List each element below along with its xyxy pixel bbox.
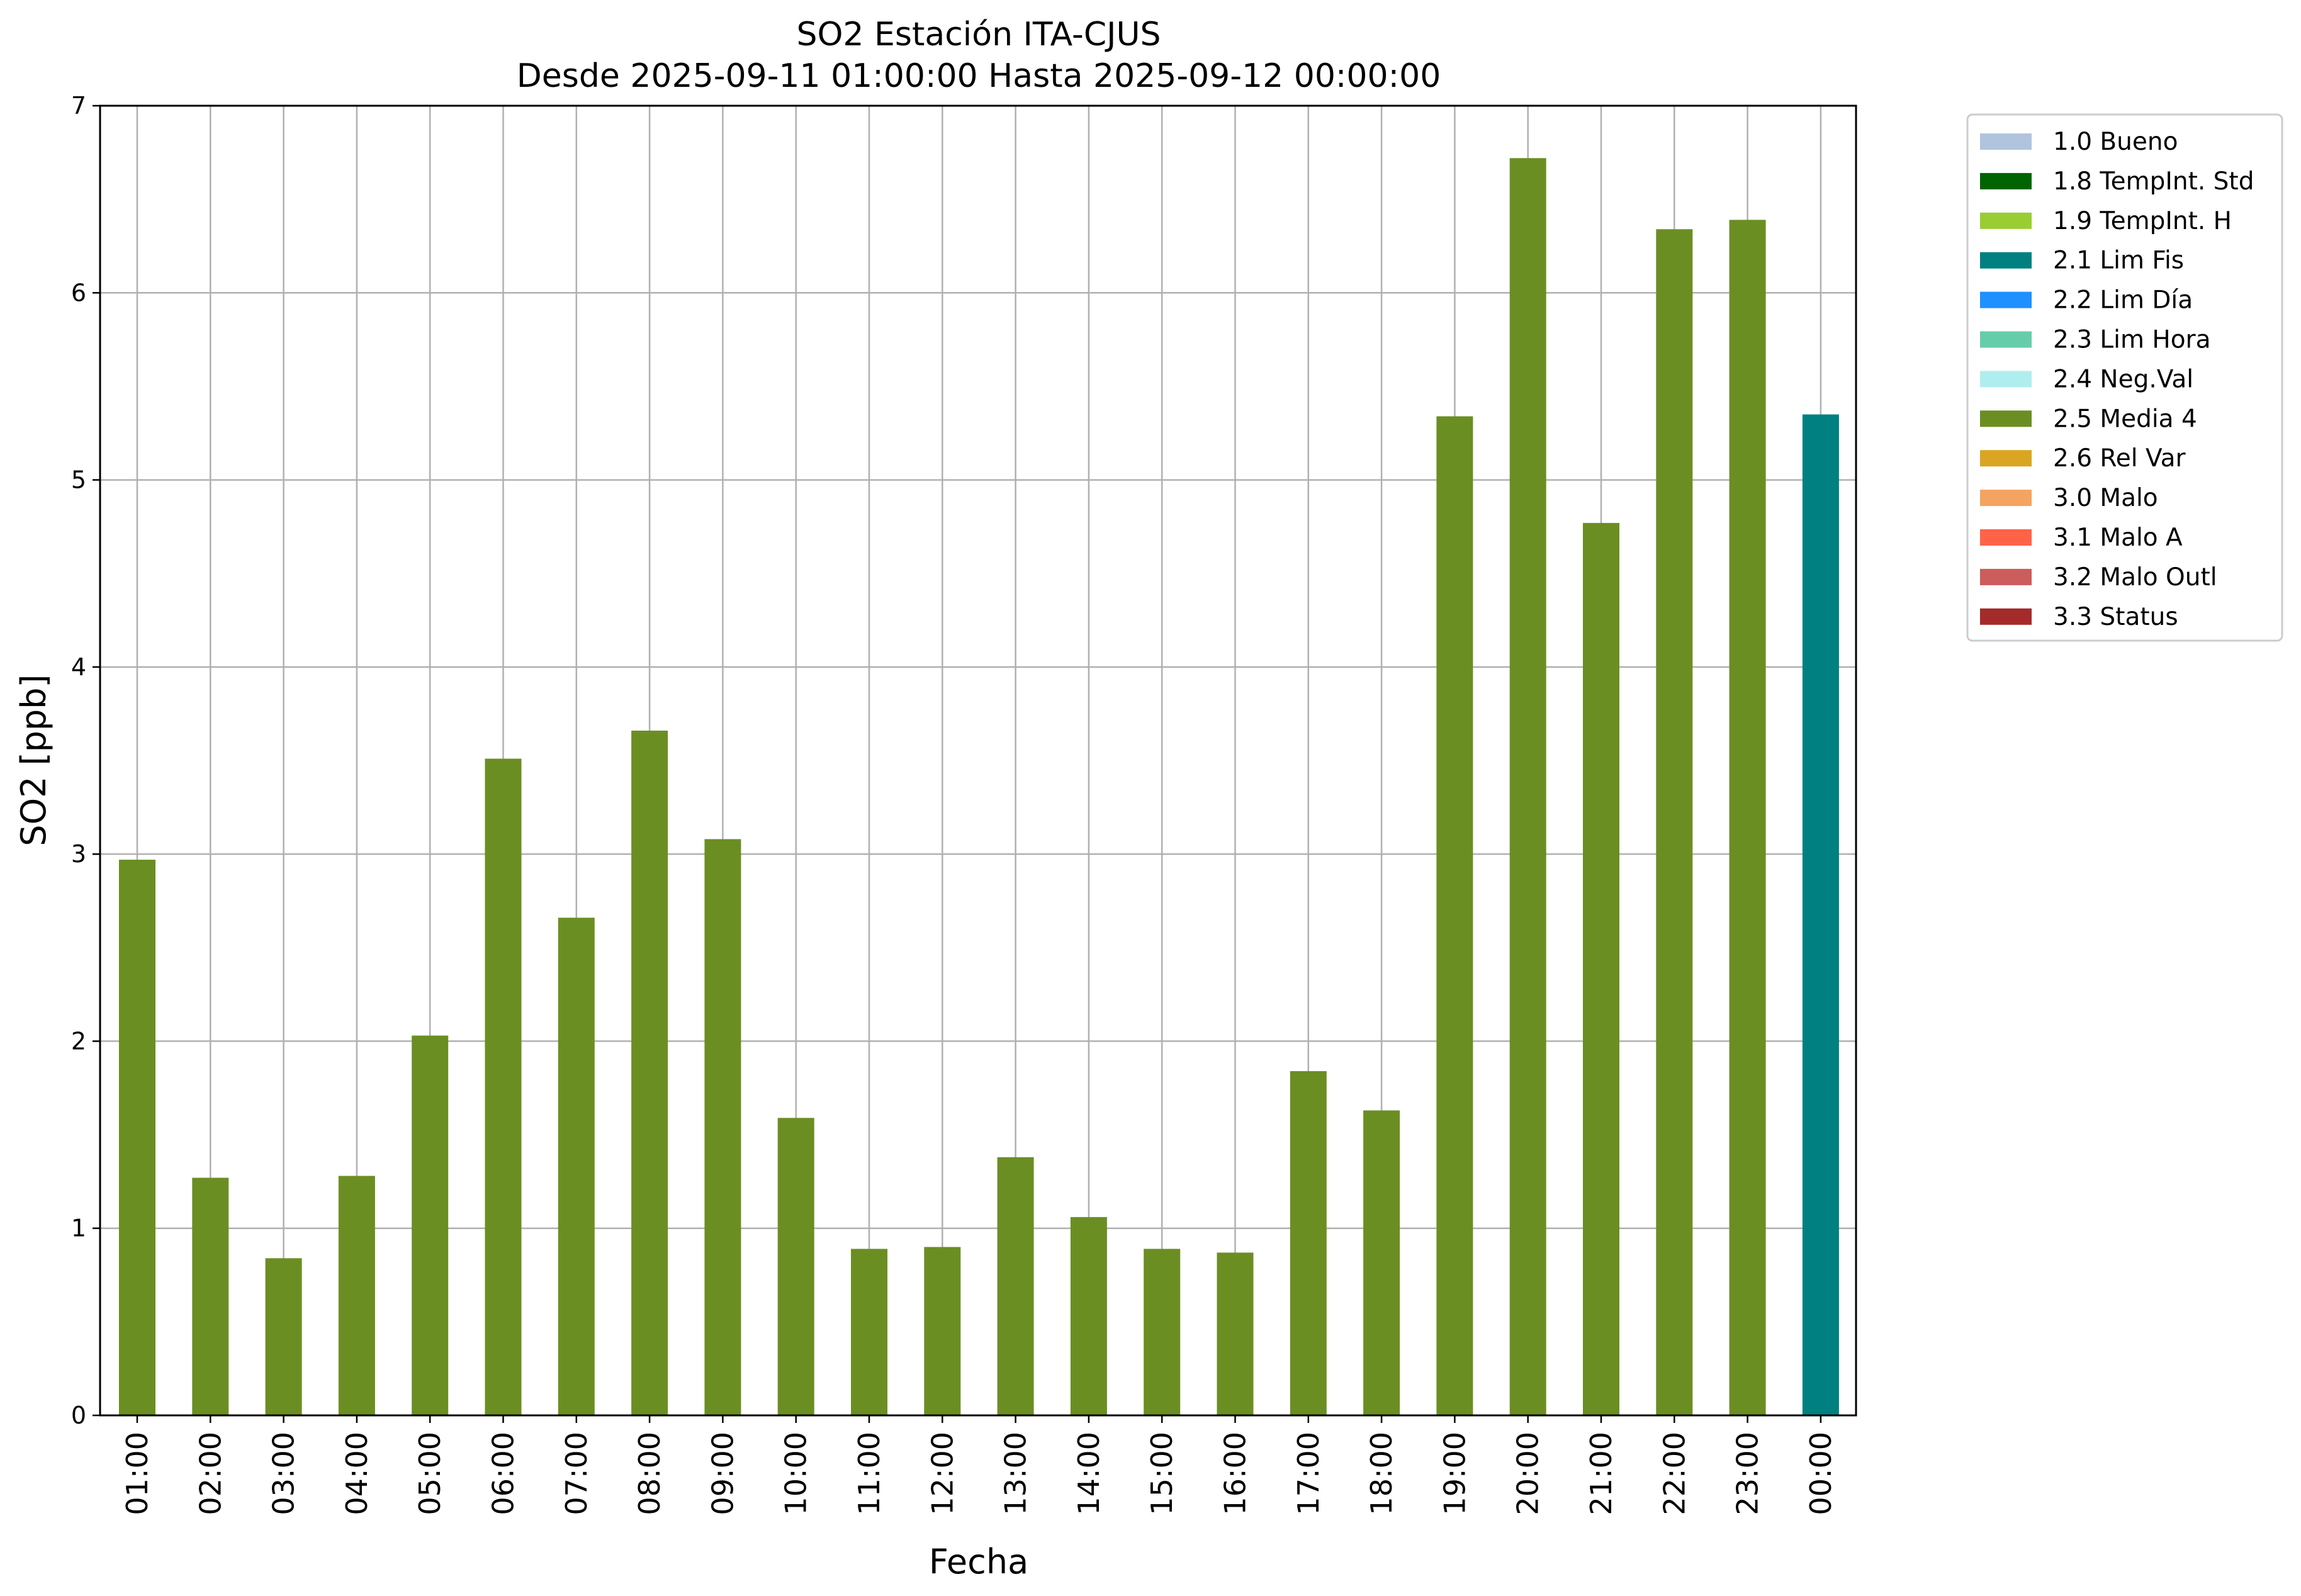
x-tick-label: 01:00 <box>120 1432 154 1515</box>
x-tick-label: 11:00 <box>852 1432 886 1515</box>
x-tick-label: 21:00 <box>1584 1432 1618 1515</box>
bar-1200 <box>924 1247 961 1415</box>
x-tick-label: 03:00 <box>267 1432 301 1515</box>
bar-1900 <box>1436 416 1473 1415</box>
x-axis-ticks: 01:00 02:00 03:00 04:00 05:00 06:00 07:00 08:00… <box>120 1415 1838 1515</box>
x-tick-label: 20:00 <box>1511 1432 1545 1515</box>
legend-swatch <box>1980 371 2032 388</box>
bar-0300 <box>265 1258 302 1415</box>
y-tick-label: 5 <box>71 466 86 494</box>
legend-label: 2.2 Lim Día <box>2053 286 2193 315</box>
bar-1600 <box>1217 1252 1254 1415</box>
legend-frame <box>1966 113 2283 642</box>
x-tick-label: 08:00 <box>633 1432 667 1515</box>
x-tick-label: 09:00 <box>706 1432 740 1515</box>
bar-0000 <box>1802 414 1839 1415</box>
y-axis-ticks: 0 1 2 3 4 5 6 7 <box>71 92 100 1429</box>
x-tick-label: 18:00 <box>1364 1432 1398 1515</box>
x-tick-label: 02:00 <box>193 1432 227 1515</box>
legend: 1.0 Bueno 1.8 TempInt. Std 1.9 TempInt. H 2… <box>1966 113 2283 642</box>
legend-label: 1.8 TempInt. Std <box>2053 167 2254 196</box>
legend-swatch <box>1980 133 2032 150</box>
legend-label: 1.9 TempInt. H <box>2053 207 2232 235</box>
x-tick-label: 16:00 <box>1218 1432 1252 1515</box>
legend-swatch <box>1980 608 2032 625</box>
x-tick-label: 19:00 <box>1437 1432 1471 1515</box>
legend-label: 2.4 Neg.Val <box>2053 365 2193 393</box>
legend-label: 2.5 Media 4 <box>2053 405 2197 433</box>
legend-swatch <box>1980 172 2032 189</box>
legend-swatch <box>1980 291 2032 308</box>
x-tick-label: 14:00 <box>1072 1432 1106 1515</box>
legend-label: 3.2 Malo Outl <box>2053 563 2217 592</box>
legend-label: 3.3 Status <box>2053 603 2178 631</box>
y-tick-label: 4 <box>71 653 86 681</box>
legend-label: 2.3 Lim Hora <box>2053 326 2211 354</box>
legend-label: 2.6 Rel Var <box>2053 444 2186 473</box>
bar-1400 <box>1070 1217 1107 1415</box>
x-tick-label: 22:00 <box>1657 1432 1691 1515</box>
legend-swatch <box>1980 212 2032 229</box>
chart-title: SO2 Estación ITA-CJUS <box>796 16 1161 53</box>
bar-2000 <box>1509 158 1546 1416</box>
x-tick-label: 13:00 <box>999 1432 1033 1515</box>
bar-2100 <box>1583 522 1619 1415</box>
bar-0800 <box>631 730 668 1415</box>
y-tick-label: 1 <box>71 1215 86 1242</box>
x-tick-label: 04:00 <box>340 1432 374 1515</box>
bar-1700 <box>1290 1071 1327 1415</box>
x-tick-label: 12:00 <box>925 1432 959 1515</box>
x-tick-label: 17:00 <box>1291 1432 1325 1515</box>
legend-items: 1.0 Bueno 1.8 TempInt. Std 1.9 TempInt. H 2… <box>1980 128 2254 631</box>
x-tick-label: 15:00 <box>1145 1432 1179 1515</box>
legend-swatch <box>1980 490 2032 507</box>
bar-1500 <box>1144 1249 1181 1415</box>
y-tick-label: 6 <box>71 279 86 306</box>
bar-2300 <box>1729 220 1766 1416</box>
bar-0400 <box>338 1176 375 1415</box>
legend-swatch <box>1980 331 2032 348</box>
bar-2200 <box>1656 229 1693 1416</box>
x-axis-label: Fecha <box>929 1542 1028 1582</box>
y-tick-label: 7 <box>71 92 86 120</box>
bar-0100 <box>119 860 155 1415</box>
x-tick-label: 05:00 <box>413 1432 447 1515</box>
bar-1000 <box>777 1118 814 1415</box>
x-tick-label: 07:00 <box>560 1432 594 1515</box>
bar-0600 <box>485 758 522 1415</box>
bar-0700 <box>558 918 595 1415</box>
legend-label: 2.1 Lim Fis <box>2053 247 2184 275</box>
bars <box>119 158 1839 1416</box>
bar-1800 <box>1363 1110 1400 1415</box>
legend-swatch <box>1980 568 2032 585</box>
legend-swatch <box>1980 252 2032 269</box>
bar-0200 <box>192 1177 229 1415</box>
x-tick-label: 00:00 <box>1804 1432 1838 1515</box>
y-tick-label: 2 <box>71 1027 86 1055</box>
plot-frame <box>99 104 1857 1417</box>
x-tick-label: 06:00 <box>487 1432 520 1515</box>
legend-label: 3.0 Malo <box>2053 484 2158 512</box>
legend-label: 1.0 Bueno <box>2053 128 2178 156</box>
legend-swatch <box>1980 410 2032 427</box>
y-axis-label: SO2 [ppb] <box>14 674 53 846</box>
x-tick-label: 10:00 <box>779 1432 813 1515</box>
y-tick-label: 0 <box>71 1402 86 1429</box>
y-tick-label: 3 <box>71 840 86 868</box>
chart-subtitle: Desde 2025-09-11 01:00:00 Hasta 2025-09-… <box>517 57 1441 95</box>
legend-label: 3.1 Malo A <box>2053 524 2183 552</box>
legend-swatch <box>1980 529 2032 546</box>
bar-1300 <box>997 1157 1034 1415</box>
x-tick-label: 23:00 <box>1731 1432 1765 1515</box>
bar-1100 <box>851 1249 887 1415</box>
legend-swatch <box>1980 450 2032 467</box>
bar-0900 <box>704 839 741 1415</box>
bar-0500 <box>412 1035 449 1415</box>
